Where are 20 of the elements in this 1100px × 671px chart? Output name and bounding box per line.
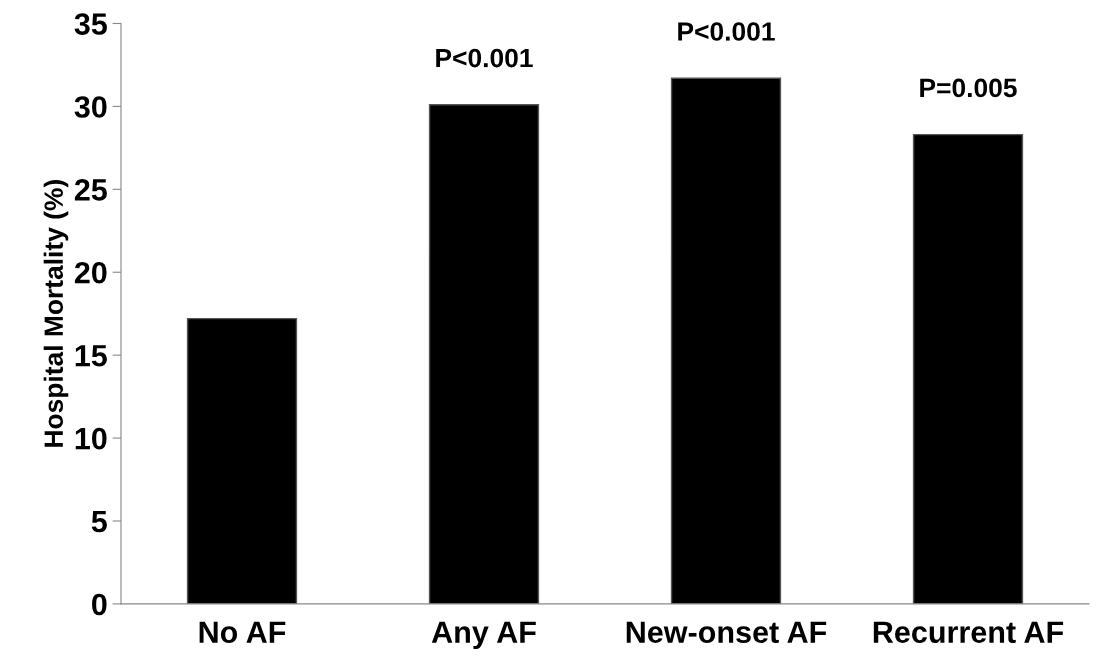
bar <box>912 133 1024 604</box>
y-tick-label: 5 <box>91 511 107 533</box>
bar <box>428 104 540 604</box>
x-tick-label: Any AF <box>431 621 536 650</box>
bar <box>186 317 298 604</box>
y-tick-label: 35 <box>74 13 107 35</box>
x-tick-label: No AF <box>199 621 286 644</box>
annotation: P<0.001 <box>678 22 775 41</box>
bar <box>670 77 782 604</box>
y-tick-label: 10 <box>75 427 107 450</box>
y-tick-label: 30 <box>74 96 107 118</box>
annotation: P<0.001 <box>436 48 533 68</box>
y-tick-label: 25 <box>74 179 107 201</box>
y-tick-label: 20 <box>74 261 107 284</box>
y-axis-title: Hospital Mortality (%) <box>43 180 69 447</box>
y-tick-label: 15 <box>75 345 107 367</box>
x-tick-label: New-onset AF <box>626 621 827 644</box>
annotation: P=0.005 <box>920 78 1017 98</box>
y-tick-label: 0 <box>92 593 107 616</box>
x-tick-label: Recurrent AF <box>873 621 1064 644</box>
